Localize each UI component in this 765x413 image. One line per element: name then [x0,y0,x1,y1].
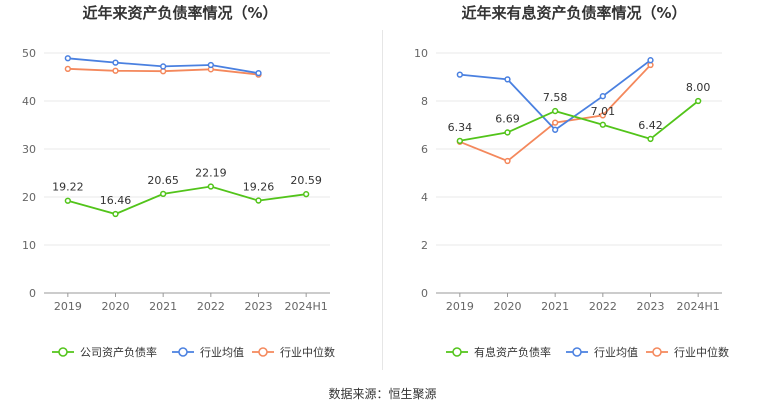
data-point [599,112,606,119]
legend-label: 行业中位数 [674,345,729,359]
data-point [504,129,511,136]
x-tick-label: 2021 [541,300,569,313]
x-tick-label: 2021 [149,300,177,313]
data-label: 19.22 [52,181,84,194]
data-label: 7.01 [591,105,616,118]
y-tick-label: 4 [421,191,428,204]
data-point [160,190,167,198]
x-tick-label: 2022 [589,300,617,313]
data-label: 22.19 [195,166,227,179]
chart-title: 近年来资产负债率情况（%） [82,4,277,22]
legend-label: 有息资产负债率 [474,345,551,359]
x-tick-label: 2020 [102,300,130,313]
data-point [112,59,119,66]
chart-title: 近年来有息资产负债率情况（%） [461,4,686,22]
data-point [552,107,559,115]
x-tick-label: 2024H1 [677,300,720,313]
x-tick-label: 2019 [446,300,474,313]
data-point [112,210,119,218]
y-tick-label: 30 [22,143,36,156]
legend-label: 行业均值 [594,346,638,359]
y-tick-label: 6 [421,143,428,156]
data-point [599,93,606,100]
x-tick-label: 2020 [494,300,522,313]
debt-ratio-chart: 近年来资产负债率情况（%） 0 10 20 30 40 50 2019 2020 2021 2022… [22,4,335,359]
y-tick-label: 2 [421,239,428,252]
x-tick-label: 2019 [54,300,82,313]
data-source: 数据来源：恒生聚源 [328,386,436,401]
legend-marker [452,347,462,357]
data-point [64,197,71,204]
data-label: 6.34 [448,121,473,134]
y-tick-label: 10 [414,47,428,60]
series-line [459,100,699,142]
data-point [504,76,511,83]
data-label: 19.26 [243,181,275,194]
data-point [207,61,214,69]
y-tick-label: 50 [22,47,36,60]
y-tick-label: 0 [29,287,36,300]
data-point [112,67,119,74]
y-tick-label: 20 [22,191,36,204]
data-label: 7.58 [543,91,568,104]
data-point [255,70,262,77]
data-point [160,63,167,70]
y-tick-label: 8 [421,95,428,108]
legend-marker [258,347,268,357]
data-label: 6.42 [638,119,663,132]
x-tick-label: 2023 [245,300,273,313]
data-point [255,197,262,204]
legend-label: 行业均值 [200,346,244,359]
legend-marker [58,347,68,357]
data-point [64,65,71,72]
x-tick-label: 2022 [197,300,225,313]
legend-marker [652,347,662,357]
series-line [67,185,307,215]
data-point [695,97,702,105]
data-point [456,71,463,78]
data-label: 16.46 [100,194,132,207]
data-point [552,119,559,126]
data-point [552,126,559,133]
legend-label: 行业中位数 [280,345,335,359]
data-label: 20.65 [147,174,179,187]
data-point [456,137,463,144]
data-label: 6.69 [495,112,520,125]
data-label: 20.59 [290,174,322,187]
x-tick-label: 2023 [637,300,665,313]
data-point [647,135,654,143]
data-point [599,121,606,128]
data-point [504,157,511,165]
y-tick-label: 0 [421,287,428,300]
y-tick-label: 10 [22,239,36,252]
legend-marker [572,347,582,357]
legend-marker [178,347,188,357]
y-tick-label: 40 [22,95,36,108]
data-point [647,57,654,64]
data-point [64,55,71,62]
legend-label: 公司资产负债率 [80,345,157,359]
x-tick-label: 2024H1 [285,300,328,313]
interest-bearing-debt-ratio-chart: 近年来有息资产负债率情况（%） 0 2 4 6 8 10 2019 2020 2021 2022 20… [414,4,729,359]
data-label: 8.00 [686,81,711,94]
data-point [303,191,310,198]
data-point [207,183,214,190]
